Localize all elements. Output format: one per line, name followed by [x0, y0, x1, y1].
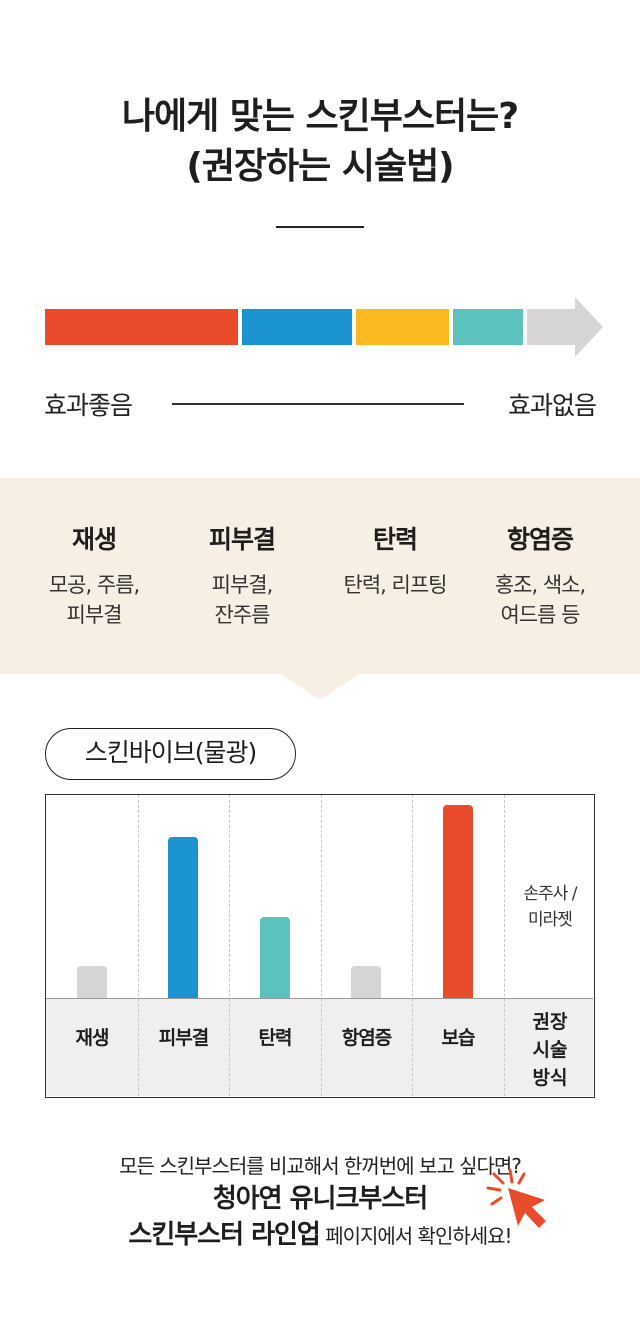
effect-scale-bar: [45, 297, 605, 357]
chart-category-label: 보습: [441, 1027, 476, 1049]
recommended-method-line1: 손주사 /: [523, 884, 577, 904]
chart-bar-3: [259, 917, 290, 998]
category-desc-line2: 잔주름: [214, 603, 271, 627]
title-divider: [276, 226, 364, 228]
scale-label-good: 효과좋음: [44, 391, 133, 420]
chart-column-divider: [503, 795, 505, 1096]
chart-category-label: 재생: [75, 1027, 110, 1049]
scale-arrow-icon: [527, 297, 603, 357]
category-desc-line2: 피부결: [66, 603, 123, 627]
recommended-header-line2: 시술: [532, 1039, 568, 1061]
chart-bar-1: [76, 965, 107, 998]
chart-category-label: 항염증: [341, 1027, 392, 1049]
category-desc: 탄력, 리프팅: [315, 570, 475, 600]
category-col-elasticity: 탄력 탄력, 리프팅: [315, 522, 475, 600]
chart-column-divider: [320, 795, 322, 1096]
panel-pointer: [280, 674, 360, 700]
lineup-link[interactable]: 스킨부스터 라인업: [128, 1220, 320, 1250]
chart-column-divider: [412, 795, 413, 1096]
footer-question: 모든 스킨부스터를 비교해서 한꺼번에 보고 싶다면?: [119, 1154, 522, 1178]
category-desc: 홍조, 색소, 여드름 등: [460, 570, 620, 630]
chart-category-label: 탄력: [258, 1027, 293, 1049]
page-title-line1: 나에게 맞는 스킨부스터는?: [121, 96, 519, 137]
category-name: 탄력: [372, 525, 418, 554]
recommended-header-line1: 권장: [532, 1011, 568, 1033]
chart-bar-2: [168, 836, 199, 998]
category-desc-line1: 모공, 주름,: [48, 573, 140, 597]
category-name: 피부결: [208, 525, 276, 554]
chart-bar-5: [442, 804, 473, 998]
footer-brand: 청아연 유니크부스터: [212, 1184, 428, 1214]
scale-segment-2: [242, 309, 352, 345]
chart-category-row: [46, 998, 593, 1096]
page-title-line2: (권장하는 시술법): [186, 146, 454, 187]
category-desc: 피부결, 잔주름: [162, 570, 322, 630]
recommended-method-header: 권장 시술 방식: [504, 1008, 596, 1092]
category-desc-line1: 피부결,: [211, 573, 274, 597]
category-col-anti-inflammatory: 항염증 홍조, 색소, 여드름 등: [460, 522, 620, 630]
category-desc: 모공, 주름, 피부결: [14, 570, 174, 630]
category-col-regeneration: 재생 모공, 주름, 피부결: [14, 522, 174, 630]
scale-label-none: 효과없음: [507, 391, 597, 420]
footer-cta-tail: 페이지에서 확인하세요!: [319, 1224, 512, 1248]
category-col-texture: 피부결 피부결, 잔주름: [162, 522, 322, 630]
recommended-method: 손주사 / 미라젯: [504, 881, 596, 933]
chart-column-divider: [137, 795, 139, 1096]
chart-category-label: 피부결: [158, 1027, 209, 1049]
scale-segment-1: [45, 309, 238, 345]
click-cursor-icon: [486, 1168, 546, 1228]
recommended-method-line2: 미라젯: [528, 910, 573, 930]
category-info-panel: [0, 478, 640, 674]
chart-column-divider: [229, 795, 230, 1096]
category-desc-line1: 탄력, 리프팅: [343, 573, 448, 597]
chart-bar-4: [351, 965, 382, 998]
scale-line: [172, 403, 464, 405]
product-name-pill: 스킨바이브(물광): [45, 728, 296, 780]
recommended-header-line3: 방식: [532, 1067, 568, 1089]
effect-bar-chart: 손주사 / 미라젯 권장 시술 방식 재생 피부결 탄력 항염증 보습: [45, 794, 595, 1098]
scale-segment-3: [356, 309, 449, 345]
page-title: 나에게 맞는 스킨부스터는? (권장하는 시술법): [0, 92, 640, 192]
category-name: 재생: [71, 525, 117, 554]
category-desc-line1: 홍조, 색소,: [494, 573, 586, 597]
scale-segment-4: [453, 309, 523, 345]
category-desc-line2: 여드름 등: [500, 603, 581, 627]
category-name: 항염증: [506, 525, 574, 554]
footer-cta[interactable]: 스킨부스터 라인업 페이지에서 확인하세요!: [0, 1214, 640, 1251]
